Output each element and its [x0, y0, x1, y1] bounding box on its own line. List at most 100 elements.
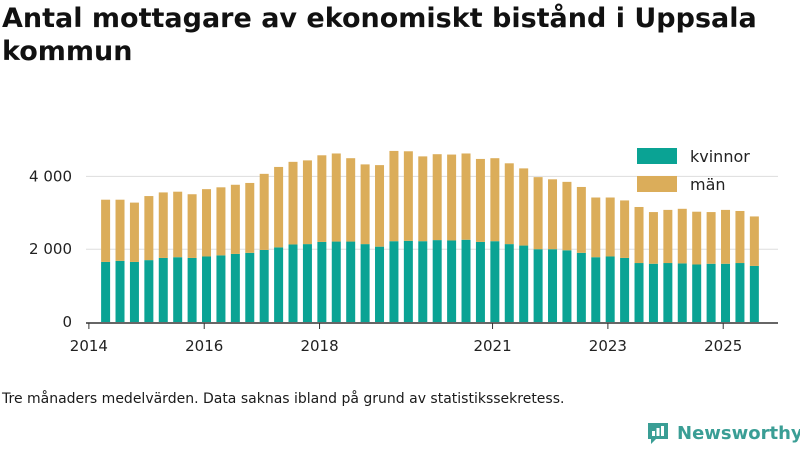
- bar-man: [692, 211, 702, 265]
- bar-kvinnor: [735, 263, 745, 322]
- bar-kvinnor: [620, 257, 630, 322]
- stacked-bar-chart: 0 2 000 4 000 2014 2016 2018 2021 2023 2025 kvin…: [29, 147, 778, 355]
- bar-man: [230, 184, 240, 254]
- bar-kvinnor: [548, 249, 558, 322]
- newsworthy-logo-icon: [648, 423, 668, 444]
- bar-man: [605, 197, 615, 257]
- legend-label: kvinnor: [690, 147, 750, 166]
- bar-kvinnor: [259, 249, 269, 322]
- bar-kvinnor: [389, 241, 399, 322]
- bar-man: [548, 179, 558, 250]
- bar-man: [432, 154, 442, 241]
- bar-man: [216, 187, 226, 256]
- bar-kvinnor: [331, 241, 341, 322]
- y-tick-label: 0: [62, 313, 72, 331]
- bar-man: [101, 199, 111, 262]
- bar-man: [648, 212, 658, 264]
- bar-man: [461, 153, 471, 240]
- bar-man: [447, 154, 457, 241]
- x-tick-label: 2025: [704, 337, 742, 355]
- bar-man: [389, 150, 399, 242]
- bar-kvinnor: [274, 247, 284, 322]
- bar-man: [663, 209, 673, 264]
- legend-label: män: [690, 175, 726, 194]
- x-tick-label: 2016: [185, 337, 223, 355]
- bar-man: [375, 165, 385, 247]
- brand-name: Newsworthy: [677, 422, 800, 444]
- bar-kvinnor: [663, 263, 673, 322]
- bar-kvinnor: [677, 263, 687, 322]
- legend-swatch-man: [637, 176, 677, 192]
- bar-kvinnor: [504, 244, 514, 322]
- bar-kvinnor: [533, 249, 543, 322]
- chart-caption: Tre månaders medelvärden. Data saknas ib…: [2, 391, 565, 407]
- bar-man: [302, 160, 312, 245]
- bar-man: [144, 196, 154, 261]
- x-tick-label: 2023: [589, 337, 627, 355]
- bar-kvinnor: [129, 261, 139, 322]
- bar-kvinnor: [115, 260, 125, 322]
- bar-man: [173, 191, 183, 258]
- bar-man: [504, 163, 514, 245]
- bar-kvinnor: [230, 253, 240, 322]
- bar-kvinnor: [173, 257, 183, 322]
- bar-man: [533, 177, 543, 250]
- bar-kvinnor: [692, 264, 702, 322]
- legend-swatch-kvinnor: [637, 148, 677, 164]
- bar-kvinnor: [591, 257, 601, 322]
- bar-man: [735, 210, 745, 264]
- bar-man: [403, 151, 413, 241]
- legend: kvinnor män: [637, 147, 750, 194]
- bar-man: [274, 166, 284, 248]
- bar-man: [677, 208, 687, 264]
- x-tick-label: 2018: [300, 337, 338, 355]
- bar-kvinnor: [461, 239, 471, 322]
- bar-man: [519, 168, 529, 246]
- bar-man: [418, 156, 428, 242]
- bar-kvinnor: [317, 241, 327, 322]
- bar-man: [620, 200, 630, 258]
- bar-man: [288, 161, 298, 245]
- bar-kvinnor: [158, 257, 168, 322]
- bar-kvinnor: [101, 261, 111, 322]
- bar-man: [259, 173, 269, 250]
- bar-kvinnor: [375, 246, 385, 322]
- bar-kvinnor: [432, 240, 442, 322]
- bar-kvinnor: [202, 256, 212, 322]
- bar-kvinnor: [749, 265, 759, 322]
- bar-kvinnor: [562, 250, 572, 322]
- bar-man: [576, 186, 586, 253]
- bar-man: [331, 153, 341, 242]
- bar-kvinnor: [648, 263, 658, 322]
- axes: 0 2 000 4 000 2014 2016 2018 2021 2023 2025: [29, 167, 778, 355]
- bar-man: [591, 197, 601, 258]
- bar-kvinnor: [346, 241, 356, 322]
- bar-kvinnor: [576, 252, 586, 322]
- bar-man: [562, 181, 572, 251]
- bar-man: [187, 194, 197, 258]
- bar-kvinnor: [605, 256, 615, 322]
- x-tick-label: 2021: [473, 337, 511, 355]
- bar-kvinnor: [288, 244, 298, 322]
- bar-kvinnor: [360, 244, 370, 322]
- y-tick-label: 4 000: [29, 167, 72, 185]
- bar-kvinnor: [187, 257, 197, 322]
- bar-man: [245, 182, 255, 253]
- bar-man: [346, 158, 356, 242]
- bar-man: [490, 158, 500, 242]
- bar-man: [634, 206, 644, 264]
- bar-kvinnor: [447, 240, 457, 322]
- bar-man: [317, 155, 327, 242]
- bar-kvinnor: [721, 263, 731, 322]
- bar-kvinnor: [403, 240, 413, 322]
- bar-man: [129, 202, 139, 262]
- bar-kvinnor: [706, 263, 716, 322]
- bars: [101, 150, 759, 322]
- bar-kvinnor: [144, 260, 154, 322]
- bar-kvinnor: [302, 244, 312, 322]
- bar-kvinnor: [490, 241, 500, 322]
- y-tick-label: 2 000: [29, 240, 72, 258]
- bar-kvinnor: [475, 241, 485, 322]
- bar-man: [202, 189, 212, 257]
- bar-man: [475, 158, 485, 242]
